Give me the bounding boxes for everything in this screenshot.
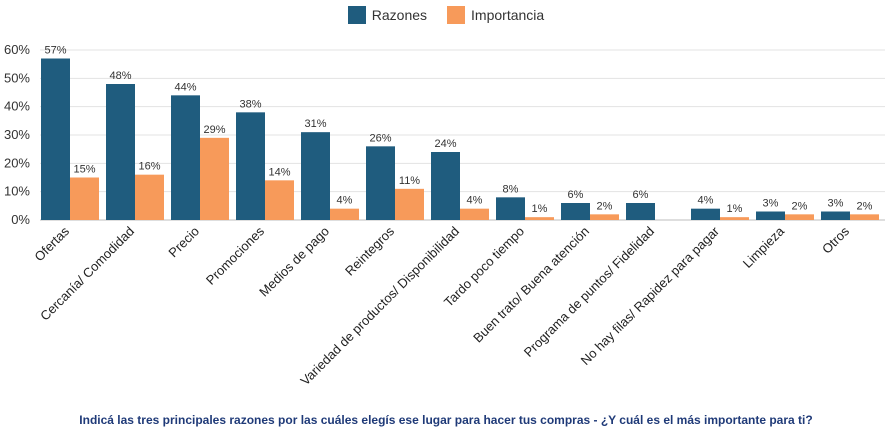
category-label: Otros [819,223,852,256]
data-label: 16% [138,161,160,173]
y-tick-label: 60% [4,42,30,57]
data-label: 31% [304,118,326,130]
chart-caption: Indicá las tres principales razones por … [79,413,813,427]
category-label: No hay filas/ Rapidez para pagar [578,223,723,368]
category-label: Reintegros [342,223,397,278]
category-label: Precio [165,224,202,261]
legend-item-razones: Razones [347,6,428,24]
data-label: 8% [503,183,519,195]
bar-razones [626,203,655,220]
bar-importancia [785,214,814,220]
data-label: 3% [828,198,844,210]
y-tick-label: 20% [4,155,30,170]
legend: Razones Importancia [0,6,892,24]
bar-importancia [200,137,229,220]
bar-importancia [265,180,294,220]
bar-razones [366,146,395,220]
bar-importancia [720,217,749,220]
y-tick-label: 40% [4,99,30,114]
legend-label-importancia: Importancia [471,7,545,23]
data-label: 6% [568,189,584,201]
data-label: 38% [239,98,261,110]
bar-importancia [135,174,164,220]
y-tick-label: 10% [4,184,30,199]
category-label: Limpieza [740,223,788,271]
data-label: 44% [174,81,196,93]
data-label: 2% [857,200,873,212]
bar-razones [171,95,200,220]
legend-item-importancia: Importancia [447,6,544,24]
y-tick-label: 30% [4,127,30,142]
bar-razones [756,211,785,220]
category-label: Promociones [203,223,268,288]
data-label: 2% [597,200,613,212]
category-label: Medios de pago [256,224,332,300]
bar-razones [431,152,460,220]
data-label: 1% [532,203,548,215]
data-label: 29% [203,124,225,136]
data-label: 11% [399,175,420,187]
data-label: 26% [369,132,391,144]
bar-importancia [395,188,424,220]
category-label: Ofertas [31,223,72,264]
data-label: 57% [44,45,66,57]
bar-importancia [590,214,619,220]
bar-razones [236,112,265,220]
bar-razones [691,208,720,220]
bar-razones [821,211,850,220]
data-label: 14% [268,166,290,178]
bar-importancia [525,217,554,220]
data-label: 24% [434,138,456,150]
legend-swatch-razones [347,6,366,24]
bar-importancia [70,177,99,220]
bar-importancia [330,208,359,220]
bar-razones [561,203,590,220]
data-label: 2% [792,200,808,212]
legend-swatch-importancia [447,6,466,24]
data-label: 48% [109,70,131,82]
data-label: 4% [698,195,714,207]
bar-razones [106,84,135,220]
bar-importancia [460,208,489,220]
bar-razones [301,132,330,220]
bar-importancia [850,214,879,220]
y-tick-label: 50% [4,70,30,85]
data-label: 3% [763,198,779,210]
bar-razones [41,58,70,220]
data-label: 1% [727,203,743,215]
data-label: 4% [337,195,353,207]
data-label: 6% [633,189,649,201]
category-label: Programa de puntos/ Fidelidad [521,224,657,360]
data-label: 15% [73,164,95,176]
y-tick-label: 0% [11,212,30,227]
category-label: Buen trato/ Buena atención [470,224,592,346]
legend-label-razones: Razones [371,7,428,23]
data-label: 4% [467,195,483,207]
bar-razones [496,197,525,220]
